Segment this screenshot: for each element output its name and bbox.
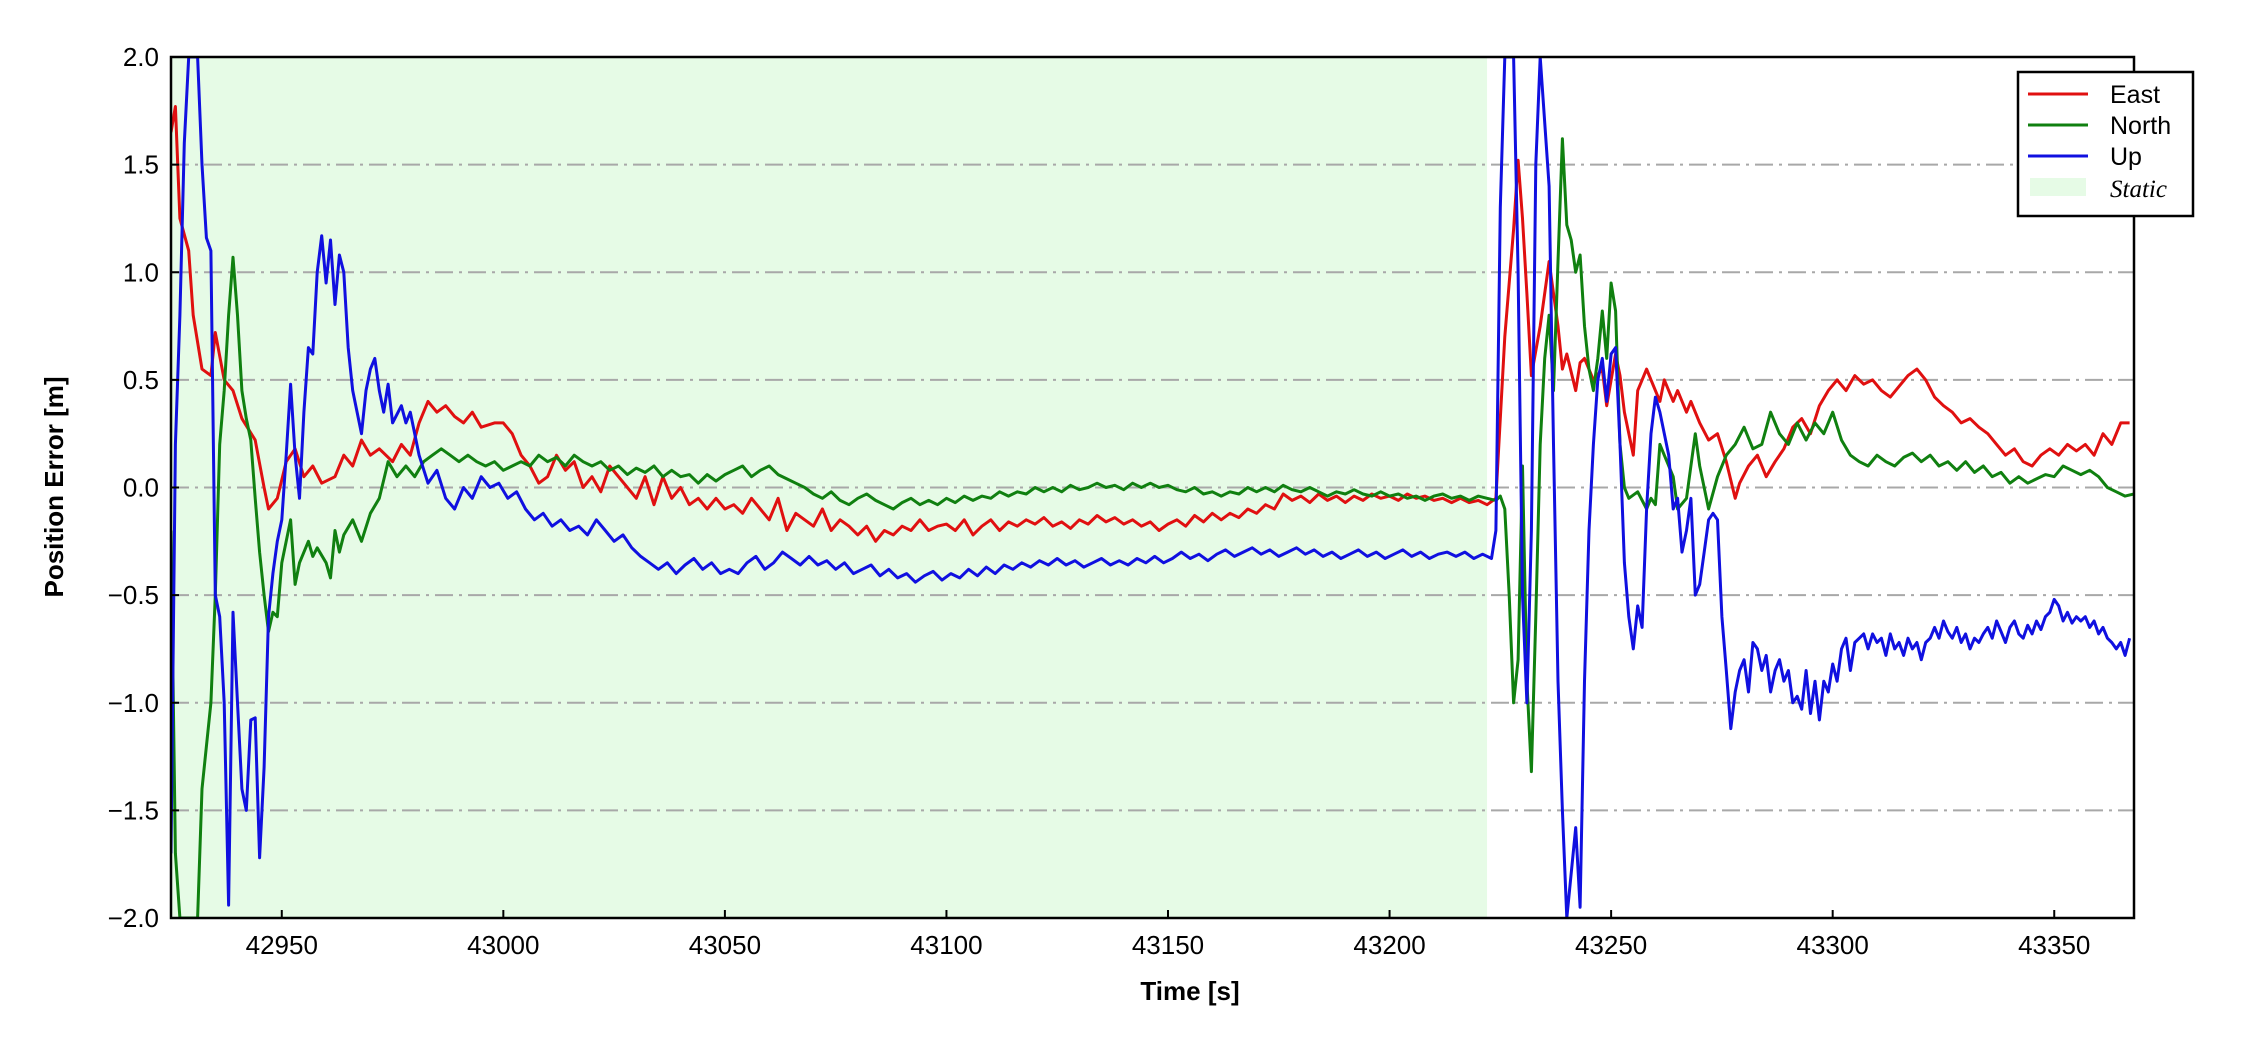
x-tick-label-1: 43000 — [467, 930, 539, 960]
x-tick-label-2: 43050 — [689, 930, 761, 960]
x-axis-label: Time [s] — [1140, 976, 1239, 1006]
x-tick-label-3: 43100 — [910, 930, 982, 960]
series-line-east — [171, 105, 2130, 543]
x-tick-label-6: 43250 — [1575, 930, 1647, 960]
y-tick-label-0: −2.0 — [108, 903, 159, 933]
y-tick-label-6: 1.0 — [123, 257, 159, 287]
tick-labels: 42950 43000 43050 43100 43150 43200 43250 43300… — [108, 42, 2091, 960]
y-tick-label-7: 1.5 — [123, 150, 159, 180]
x-tick-label-5: 43200 — [1353, 930, 1425, 960]
y-tick-label-5: 0.5 — [123, 365, 159, 395]
legend-label-up: Up — [2110, 143, 2142, 171]
x-tick-label-8: 43350 — [2018, 930, 2090, 960]
x-tick-label-0: 42950 — [246, 930, 318, 960]
y-tick-label-4: 0.0 — [123, 473, 159, 503]
legend-label-north: North — [2110, 112, 2171, 140]
legend-swatch-static — [2030, 178, 2086, 196]
series-line-up — [171, 57, 2132, 918]
series-layer — [171, 57, 2134, 918]
x-tick-label-4: 43150 — [1132, 930, 1204, 960]
grid-lines — [171, 163, 2134, 812]
legend-label-east: East — [2110, 81, 2160, 109]
y-tick-label-3: −0.5 — [108, 580, 159, 610]
legend-label-static: Static — [2110, 176, 2167, 203]
x-tick-label-7: 43300 — [1797, 930, 1869, 960]
y-axis-label: Position Error [m] — [39, 376, 69, 597]
axis-ticks — [171, 56, 2056, 919]
y-tick-label-8: 2.0 — [123, 42, 159, 72]
y-tick-label-2: −1.0 — [108, 688, 159, 718]
legend: East North Up Static — [2016, 70, 2195, 218]
series-line-north — [171, 137, 2134, 918]
y-tick-label-1: −1.5 — [108, 795, 159, 825]
